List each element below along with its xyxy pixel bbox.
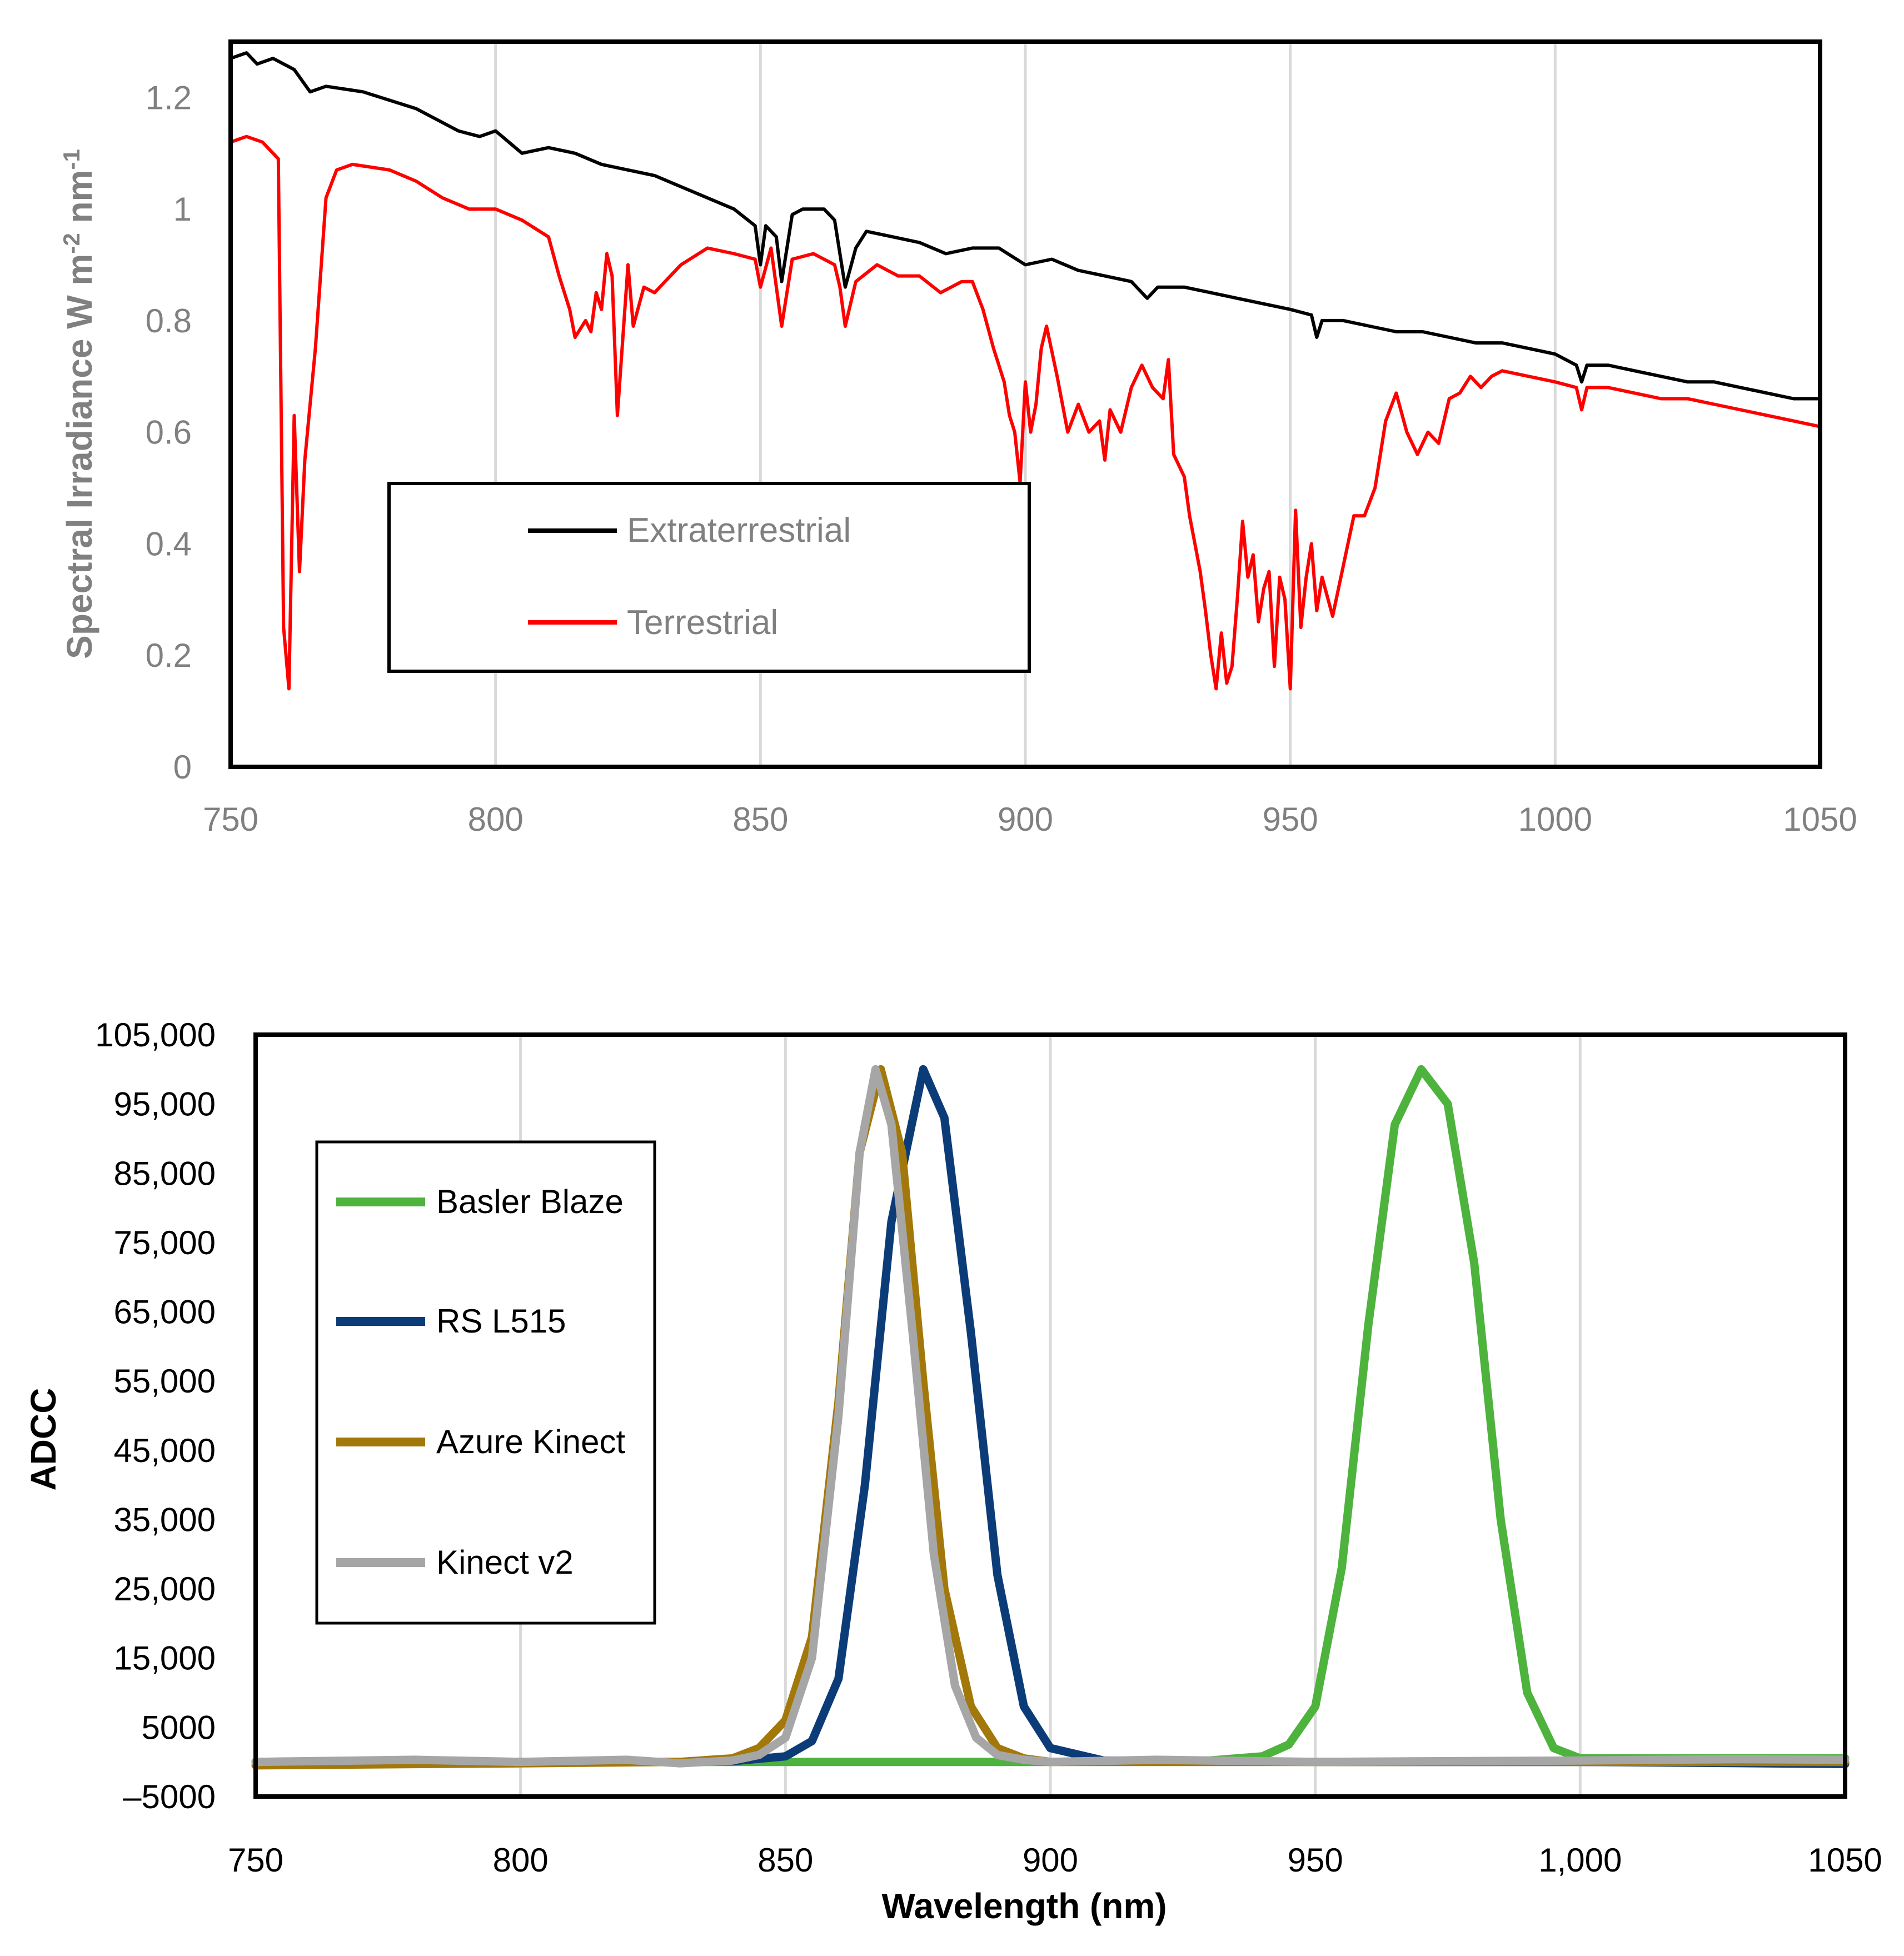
c1-y-tick-label: 45,000 <box>113 1432 216 1469</box>
c1-x-tick-label: 850 <box>757 1842 813 1879</box>
c1-x-tick-label: 1050 <box>1808 1842 1882 1879</box>
c1-y-tick-label: 55,000 <box>113 1363 216 1400</box>
c1-y-tick-label: –5000 <box>123 1778 216 1815</box>
c1-y-tick-label: 35,000 <box>113 1501 216 1538</box>
c1-plot-frame <box>253 1032 1847 1799</box>
chart-top: 750 800 850 900 950 1000 1050 0 0.2 0.4 0.6 0.8 1 1.… <box>58 39 1857 838</box>
c1-series-line-kinect-v2 <box>251 1065 1850 1768</box>
c0-plot-frame <box>228 39 1822 769</box>
c0-x-tick-label: 1000 <box>1518 801 1592 838</box>
c1-legend-box <box>315 1140 656 1625</box>
c1-x-tick-labels: 750 800 850 900 950 1,000 1050 <box>228 1842 1882 1879</box>
c1-y-tick-label: 75,000 <box>113 1224 216 1261</box>
c0-series-line-terrestrial <box>229 134 1822 691</box>
c0-x-tick-label: 950 <box>1263 801 1318 838</box>
c1-gridlines <box>519 1035 1582 1797</box>
c1-y-tick-label: 5000 <box>142 1709 216 1746</box>
chart-bottom: 750 800 850 900 950 1,000 1050 105,000 95,000 85… <box>23 1016 1882 1926</box>
c0-y-tick-label: 1.2 <box>146 79 192 116</box>
c0-legend-label-terrestrial: Terrestrial <box>627 603 778 642</box>
c1-x-tick-label: 900 <box>1023 1842 1078 1879</box>
c0-x-tick-labels: 750 800 850 900 950 1000 1050 <box>203 801 1857 838</box>
c0-y-tick-label: 0.2 <box>146 637 192 674</box>
c1-legend: Basler Blaze RS L515 Azure Kinect Kinect… <box>315 1140 656 1625</box>
c1-legend-label-azure-kinect: Azure Kinect <box>436 1423 625 1460</box>
c1-x-tick-label: 750 <box>228 1842 283 1879</box>
c0-y-tick-label: 0 <box>173 749 192 786</box>
c1-legend-label-basler-blaze: Basler Blaze <box>436 1183 624 1220</box>
c1-y-tick-label: 95,000 <box>113 1086 216 1123</box>
c0-legend-label-extraterrestrial: Extraterrestrial <box>627 511 851 550</box>
c1-x-tick-label: 800 <box>493 1842 549 1879</box>
c0-x-tick-label: 900 <box>998 801 1053 838</box>
c1-y-tick-label: 85,000 <box>113 1155 216 1192</box>
c1-y-tick-label: 65,000 <box>113 1294 216 1331</box>
c0-series-line-extraterrestrial <box>229 51 1822 401</box>
c0-y-tick-label: 0.8 <box>146 302 192 340</box>
c0-x-tick-label: 1050 <box>1783 801 1857 838</box>
c0-series-lines <box>229 51 1822 691</box>
c0-x-tick-label: 750 <box>203 801 258 838</box>
c1-y-tick-label: 25,000 <box>113 1570 216 1608</box>
c0-y-axis-label: Spectral Irradiance W m-2 nm-1 <box>58 149 99 659</box>
c0-x-tick-label: 850 <box>732 801 788 838</box>
c0-y-tick-label: 0.6 <box>146 414 192 451</box>
c0-x-tick-label: 800 <box>468 801 524 838</box>
c0-y-tick-label: 0.4 <box>146 525 192 562</box>
c1-y-tick-label: 105,000 <box>95 1016 216 1054</box>
c0-legend: Extraterrestrial Terrestrial <box>387 482 1031 673</box>
c1-y-tick-labels: 105,000 95,000 85,000 75,000 65,000 55,000 45,… <box>95 1016 216 1815</box>
c1-x-tick-label: 1,000 <box>1538 1842 1622 1879</box>
c0-legend-box <box>387 482 1031 673</box>
c1-legend-label-rs-l515: RS L515 <box>436 1303 566 1340</box>
c0-y-tick-labels: 0 0.2 0.4 0.6 0.8 1 1.2 <box>146 79 192 786</box>
c1-x-axis-label: Wavelength (nm) <box>881 1886 1167 1926</box>
c1-series-lines <box>251 1065 1850 1770</box>
c1-y-axis-label: ADCC <box>23 1388 63 1491</box>
c0-y-tick-label: 1 <box>173 191 192 228</box>
c1-legend-label-kinect-v2: Kinect v2 <box>436 1544 574 1581</box>
c1-y-tick-label: 15,000 <box>113 1640 216 1677</box>
c1-x-tick-label: 950 <box>1288 1842 1343 1879</box>
